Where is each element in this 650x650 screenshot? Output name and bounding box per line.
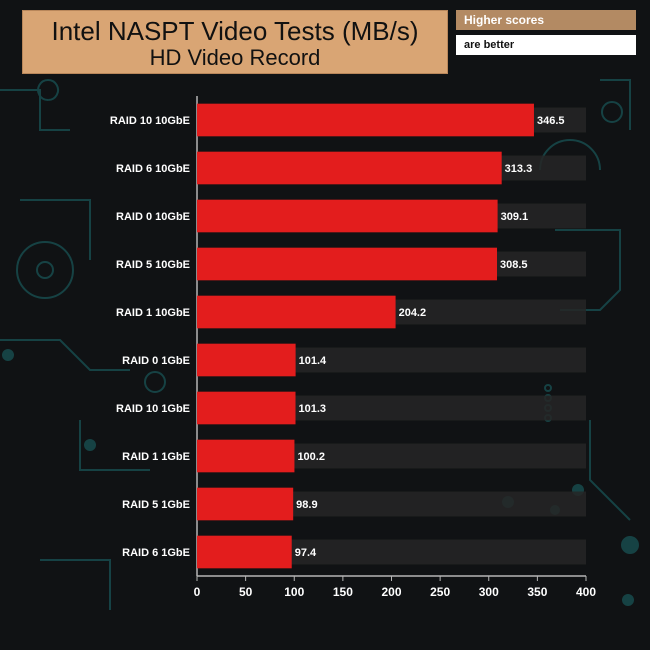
value-label: 101.3 bbox=[299, 403, 327, 415]
bar bbox=[197, 439, 295, 473]
x-tick-label: 150 bbox=[333, 585, 353, 599]
x-tick-label: 200 bbox=[381, 585, 401, 599]
bar bbox=[197, 247, 498, 281]
x-tick-label: 0 bbox=[194, 585, 201, 599]
x-tick-label: 300 bbox=[479, 585, 499, 599]
value-label: 101.4 bbox=[299, 355, 327, 367]
x-tick-label: 250 bbox=[430, 585, 450, 599]
bar bbox=[197, 343, 296, 377]
value-label: 308.5 bbox=[500, 259, 528, 271]
chart-title: Intel NASPT Video Tests (MB/s) bbox=[51, 16, 419, 46]
legend-note-2: are better bbox=[456, 35, 636, 55]
legend-note-1: Higher scores bbox=[456, 10, 636, 30]
x-tick-label: 400 bbox=[576, 585, 596, 599]
chart-title-box: Intel NASPT Video Tests (MB/s) HD Video … bbox=[22, 10, 448, 74]
x-tick-label: 100 bbox=[284, 585, 304, 599]
x-tick-label: 350 bbox=[527, 585, 547, 599]
category-label: RAID 1 10GbE bbox=[116, 307, 190, 319]
bar bbox=[197, 295, 396, 329]
value-label: 97.4 bbox=[295, 547, 317, 559]
category-label: RAID 0 1GbE bbox=[122, 355, 190, 367]
category-label: RAID 1 1GbE bbox=[122, 451, 190, 463]
category-label: RAID 5 10GbE bbox=[116, 259, 190, 271]
bar bbox=[197, 535, 292, 569]
bar bbox=[197, 391, 296, 425]
category-label: RAID 6 1GbE bbox=[122, 547, 190, 559]
bars: RAID 10 10GbE 346.5 RAID 6 10GbE 313.3 RAID … bbox=[110, 103, 565, 569]
category-label: RAID 10 1GbE bbox=[116, 403, 190, 415]
bar bbox=[197, 103, 534, 137]
category-label: RAID 10 10GbE bbox=[110, 115, 190, 127]
category-label: RAID 0 10GbE bbox=[116, 211, 190, 223]
value-label: 100.2 bbox=[297, 451, 325, 463]
value-label: 346.5 bbox=[537, 115, 565, 127]
category-label: RAID 6 10GbE bbox=[116, 163, 190, 175]
circuit-background bbox=[0, 79, 639, 610]
chart-subtitle: HD Video Record bbox=[149, 45, 321, 70]
category-label: RAID 5 1GbE bbox=[122, 499, 190, 511]
bar bbox=[197, 487, 294, 521]
x-tick-label: 50 bbox=[239, 585, 253, 599]
value-label: 204.2 bbox=[399, 307, 427, 319]
value-label: 98.9 bbox=[296, 499, 317, 511]
value-label: 313.3 bbox=[505, 163, 533, 175]
bar bbox=[197, 151, 502, 185]
value-label: 309.1 bbox=[501, 211, 529, 223]
bar bbox=[197, 199, 498, 233]
